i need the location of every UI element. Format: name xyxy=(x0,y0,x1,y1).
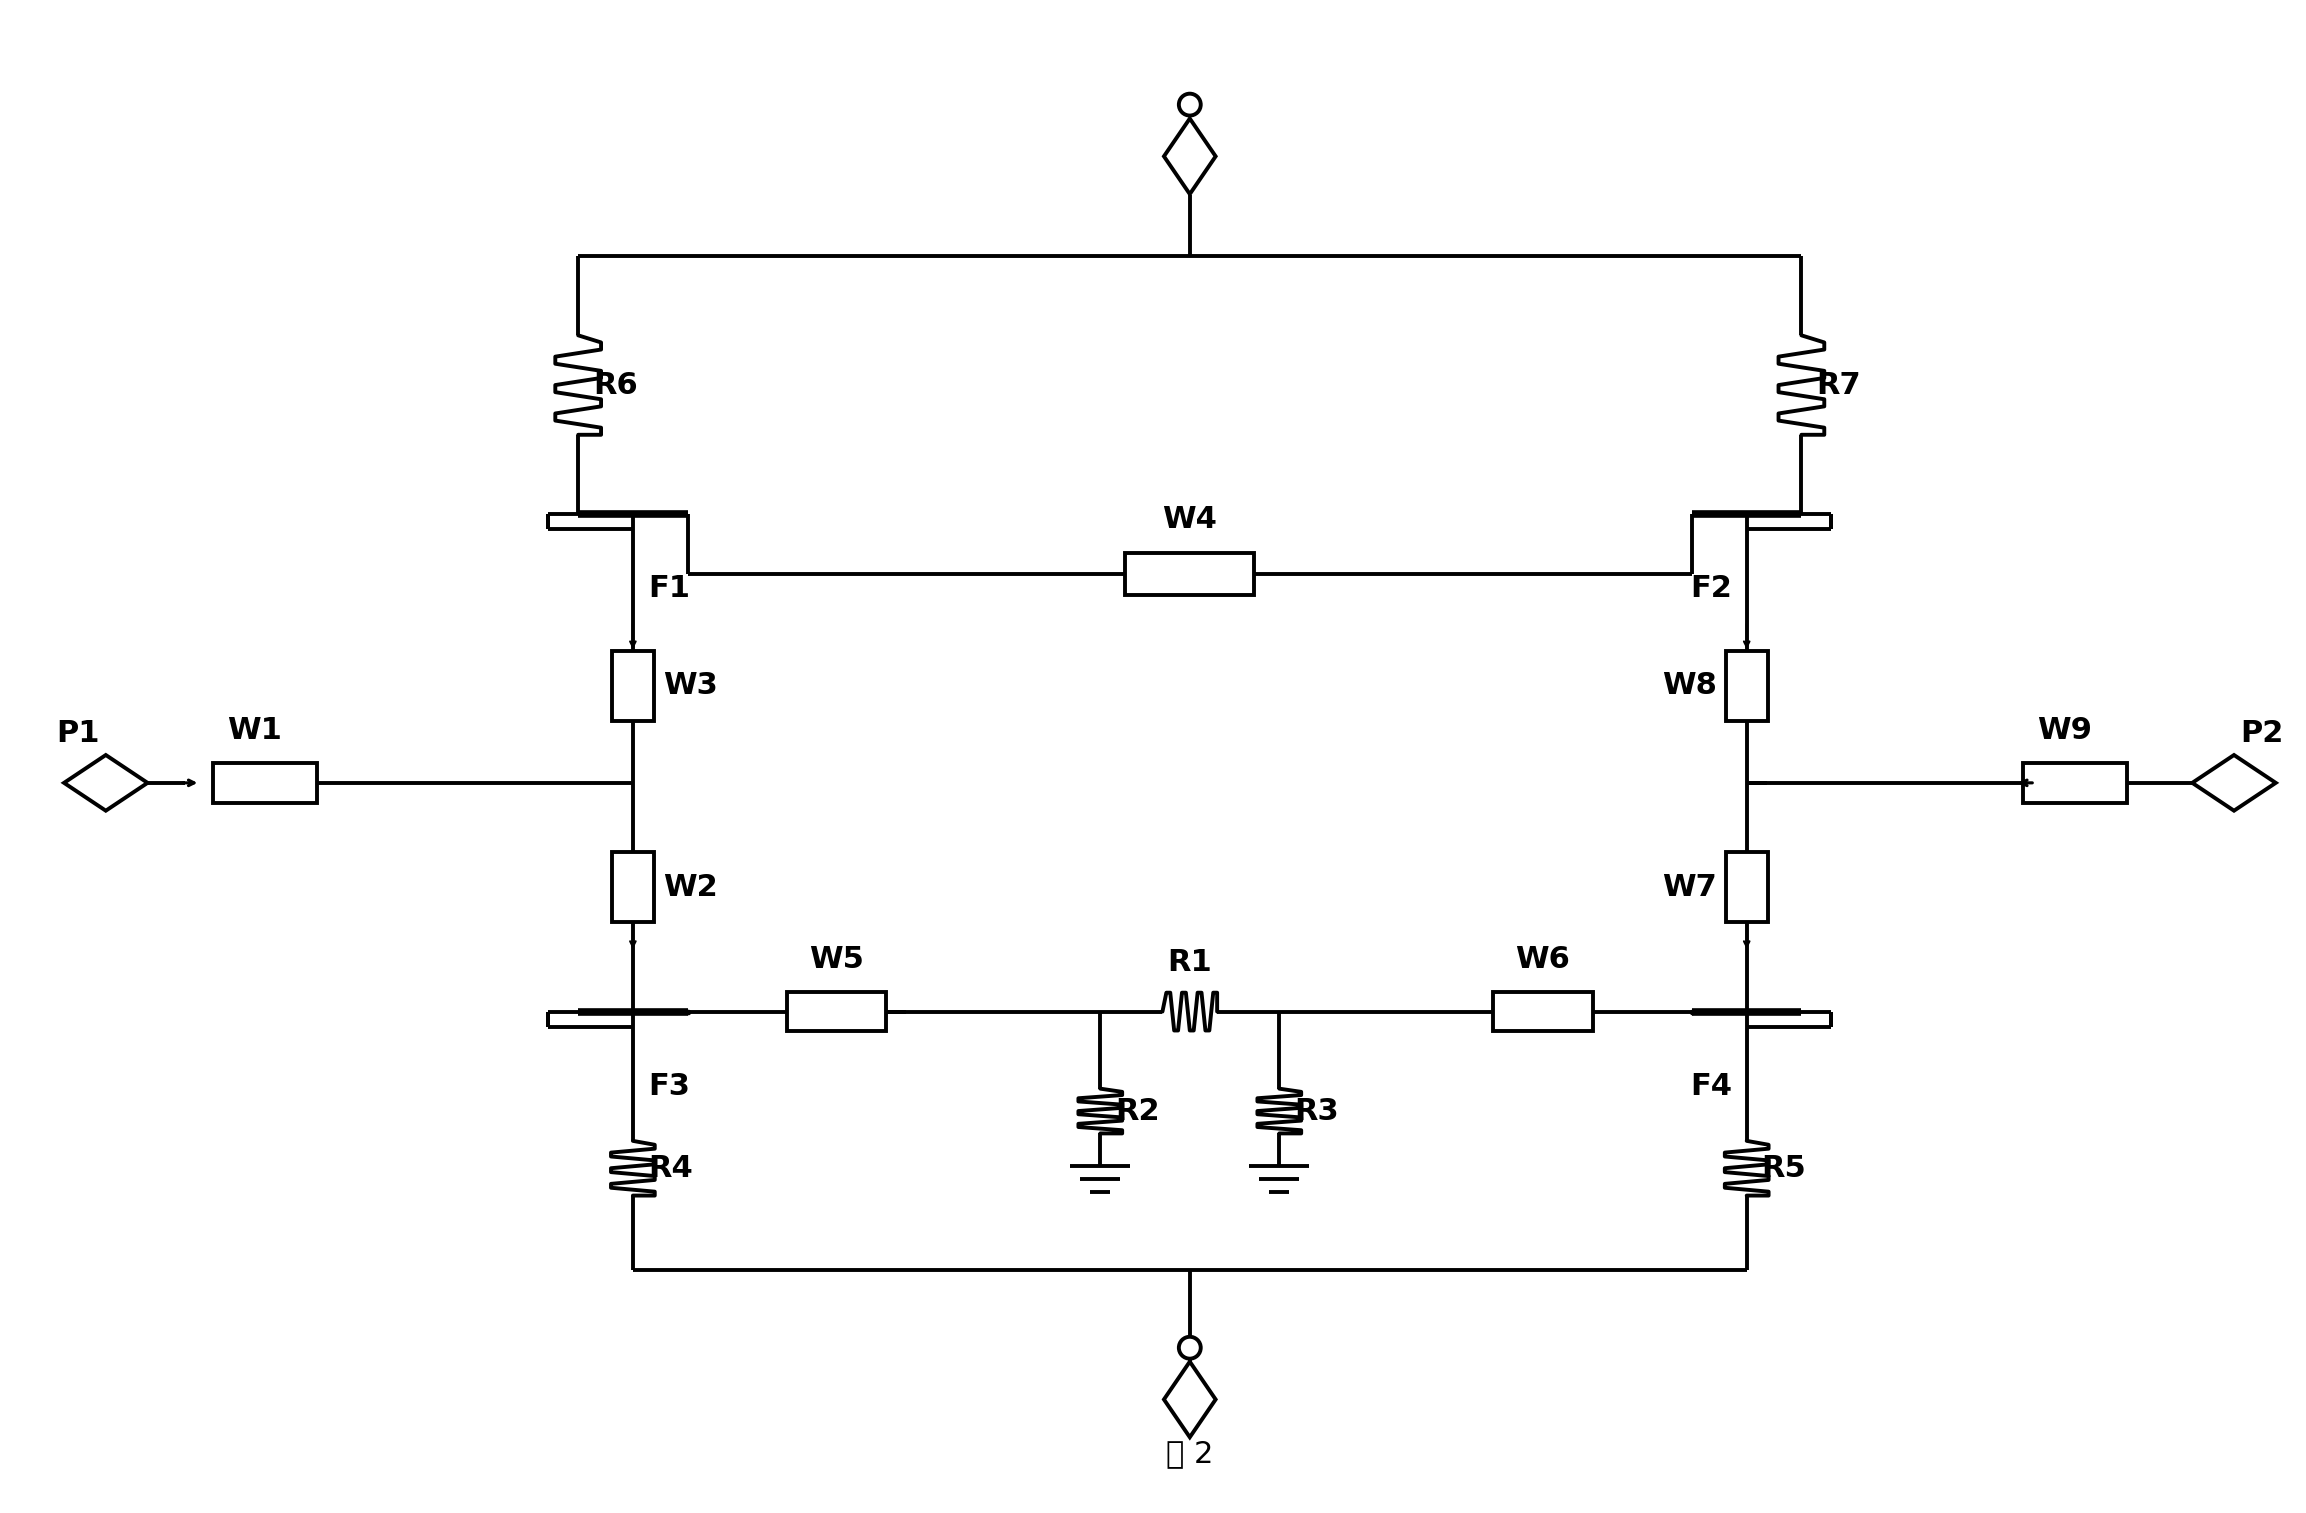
Bar xyxy=(611,651,655,720)
Circle shape xyxy=(1178,94,1201,115)
Text: W4: W4 xyxy=(1162,505,1218,534)
Text: W3: W3 xyxy=(662,672,717,701)
Text: R1: R1 xyxy=(1167,947,1213,977)
Text: F3: F3 xyxy=(648,1071,689,1100)
Text: R4: R4 xyxy=(648,1154,692,1183)
Text: W1: W1 xyxy=(228,716,281,744)
Text: P1: P1 xyxy=(55,719,99,747)
Bar xyxy=(611,852,655,921)
Bar xyxy=(1125,554,1254,595)
Bar xyxy=(1492,991,1593,1032)
Bar xyxy=(2022,763,2126,803)
Text: F2: F2 xyxy=(1690,575,1732,604)
Bar xyxy=(1725,852,1769,921)
Polygon shape xyxy=(1165,1362,1215,1437)
Circle shape xyxy=(1178,1337,1201,1359)
Text: R2: R2 xyxy=(1116,1097,1160,1126)
Bar xyxy=(1725,651,1769,720)
Polygon shape xyxy=(65,755,148,811)
Text: W6: W6 xyxy=(1515,944,1570,974)
Text: W5: W5 xyxy=(809,944,865,974)
Polygon shape xyxy=(1165,118,1215,194)
Text: W8: W8 xyxy=(1663,672,1718,701)
Polygon shape xyxy=(2193,755,2276,811)
Text: R5: R5 xyxy=(1762,1154,1806,1183)
Text: P2: P2 xyxy=(2241,719,2283,747)
Text: R6: R6 xyxy=(593,371,639,399)
Text: W9: W9 xyxy=(2039,716,2092,744)
Text: R3: R3 xyxy=(1294,1097,1340,1126)
Bar xyxy=(212,763,318,803)
Text: F1: F1 xyxy=(648,575,689,604)
Text: F4: F4 xyxy=(1690,1071,1732,1100)
Bar xyxy=(786,991,886,1032)
Text: 图 2: 图 2 xyxy=(1167,1440,1213,1469)
Text: W7: W7 xyxy=(1663,873,1718,902)
Text: W2: W2 xyxy=(662,873,717,902)
Text: R7: R7 xyxy=(1817,371,1861,399)
